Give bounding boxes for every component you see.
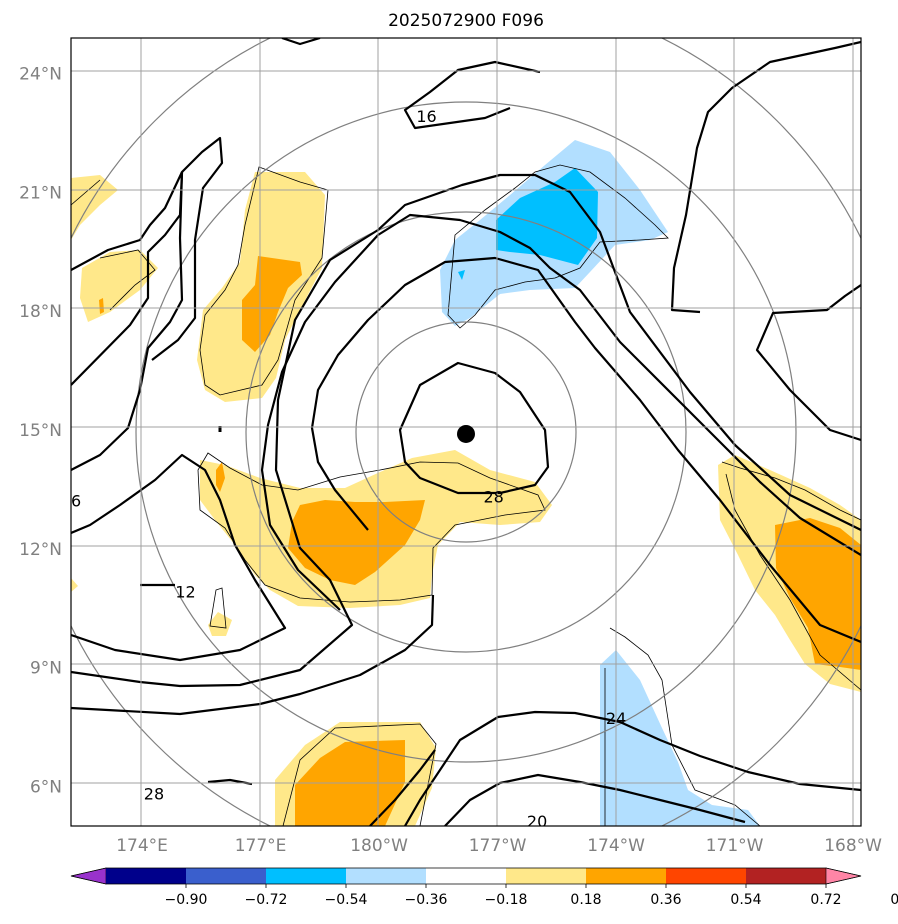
y-tick-label: 18°N xyxy=(19,302,62,322)
colorbar-tick-label: −0.90 xyxy=(165,892,208,908)
x-tick-label: 171°W xyxy=(706,836,764,856)
colorbar-segment xyxy=(666,868,746,884)
y-tick-label: 15°N xyxy=(19,421,62,441)
x-tick-label: 168°W xyxy=(824,836,882,856)
y-tick-label: 12°N xyxy=(19,540,62,560)
storm-center-marker xyxy=(457,424,475,443)
x-tick-label: 174°W xyxy=(587,836,645,856)
y-tick-label: 21°N xyxy=(19,183,62,203)
x-tick-label: 177°E xyxy=(235,836,287,856)
contour-label: 20 xyxy=(527,812,547,831)
contour-label: 28 xyxy=(144,784,164,803)
colorbar-segment xyxy=(746,868,826,884)
colorbar-segment xyxy=(506,868,586,884)
chart-title: 2025072900 F096 xyxy=(388,11,544,31)
contour-label: 16 xyxy=(61,491,81,510)
colorbar: −0.90 −0.72 −0.54 −0.36 −0.18 0.18 0.36 0.54 0.7… xyxy=(70,867,898,908)
contour-label: 16 xyxy=(416,107,436,126)
shaded-fields xyxy=(71,140,861,826)
shade-neg-north-c xyxy=(458,270,465,280)
x-tick-label: 180°W xyxy=(350,836,408,856)
colorbar-extend-high xyxy=(825,867,862,885)
y-tick-label: 6°N xyxy=(30,777,62,797)
contour-label: 28 xyxy=(483,487,503,506)
colorbar-tick-label: 0.18 xyxy=(570,892,601,908)
map-panel: 16 16 12 28 24 20 28 xyxy=(61,38,861,831)
colorbar-tick-label: 0.54 xyxy=(730,892,761,908)
shade-pos-west-a xyxy=(71,175,118,240)
contour-labels: 16 16 12 28 24 20 28 xyxy=(61,107,626,831)
x-tick-label: 174°E xyxy=(116,836,168,856)
shade-pos-west-b xyxy=(80,250,158,322)
shade-pos-edge xyxy=(71,578,78,592)
y-tick-label: 24°N xyxy=(19,65,62,85)
thick-contours xyxy=(71,38,861,826)
colorbar-segment xyxy=(586,868,666,884)
colorbar-segment xyxy=(106,868,186,884)
colorbar-tick-label: 0.36 xyxy=(650,892,681,908)
colorbar-tick-label: −0.36 xyxy=(405,892,448,908)
colorbar-tick-label: 0.72 xyxy=(810,892,841,908)
colorbar-tick-label: −0.18 xyxy=(485,892,528,908)
colorbar-segment xyxy=(186,868,266,884)
colorbar-segment xyxy=(346,868,426,884)
shade-pos-west-c xyxy=(99,298,104,314)
y-tick-label: 9°N xyxy=(30,659,62,679)
contour-label: 24 xyxy=(606,709,626,728)
colorbar-tick-label: 0.90 xyxy=(890,892,898,908)
y-tick-labels: 6°N 9°N 12°N 15°N 18°N 21°N 24°N xyxy=(19,65,62,798)
x-tick-label: 177°W xyxy=(469,836,527,856)
colorbar-tick-label: −0.54 xyxy=(325,892,368,908)
x-tick-labels: 174°E 177°E 180°W 177°W 174°W 171°W 168°W xyxy=(116,836,882,856)
shade-pos-north-b xyxy=(242,256,302,352)
gridlines xyxy=(71,38,861,826)
range-rings xyxy=(71,38,861,826)
contour-label: 12 xyxy=(175,582,195,601)
shade-pos-center-b xyxy=(288,500,425,585)
colorbar-segment xyxy=(426,868,506,884)
colorbar-segment xyxy=(266,868,346,884)
colorbar-extend-low xyxy=(70,867,107,885)
shade-pos-small xyxy=(208,612,232,636)
map-frame xyxy=(70,37,862,827)
shade-neg-north-b xyxy=(496,168,598,265)
shade-pos-center-c xyxy=(216,462,225,492)
colorbar-tick-label: −0.72 xyxy=(245,892,288,908)
shade-neg-south xyxy=(600,650,760,826)
